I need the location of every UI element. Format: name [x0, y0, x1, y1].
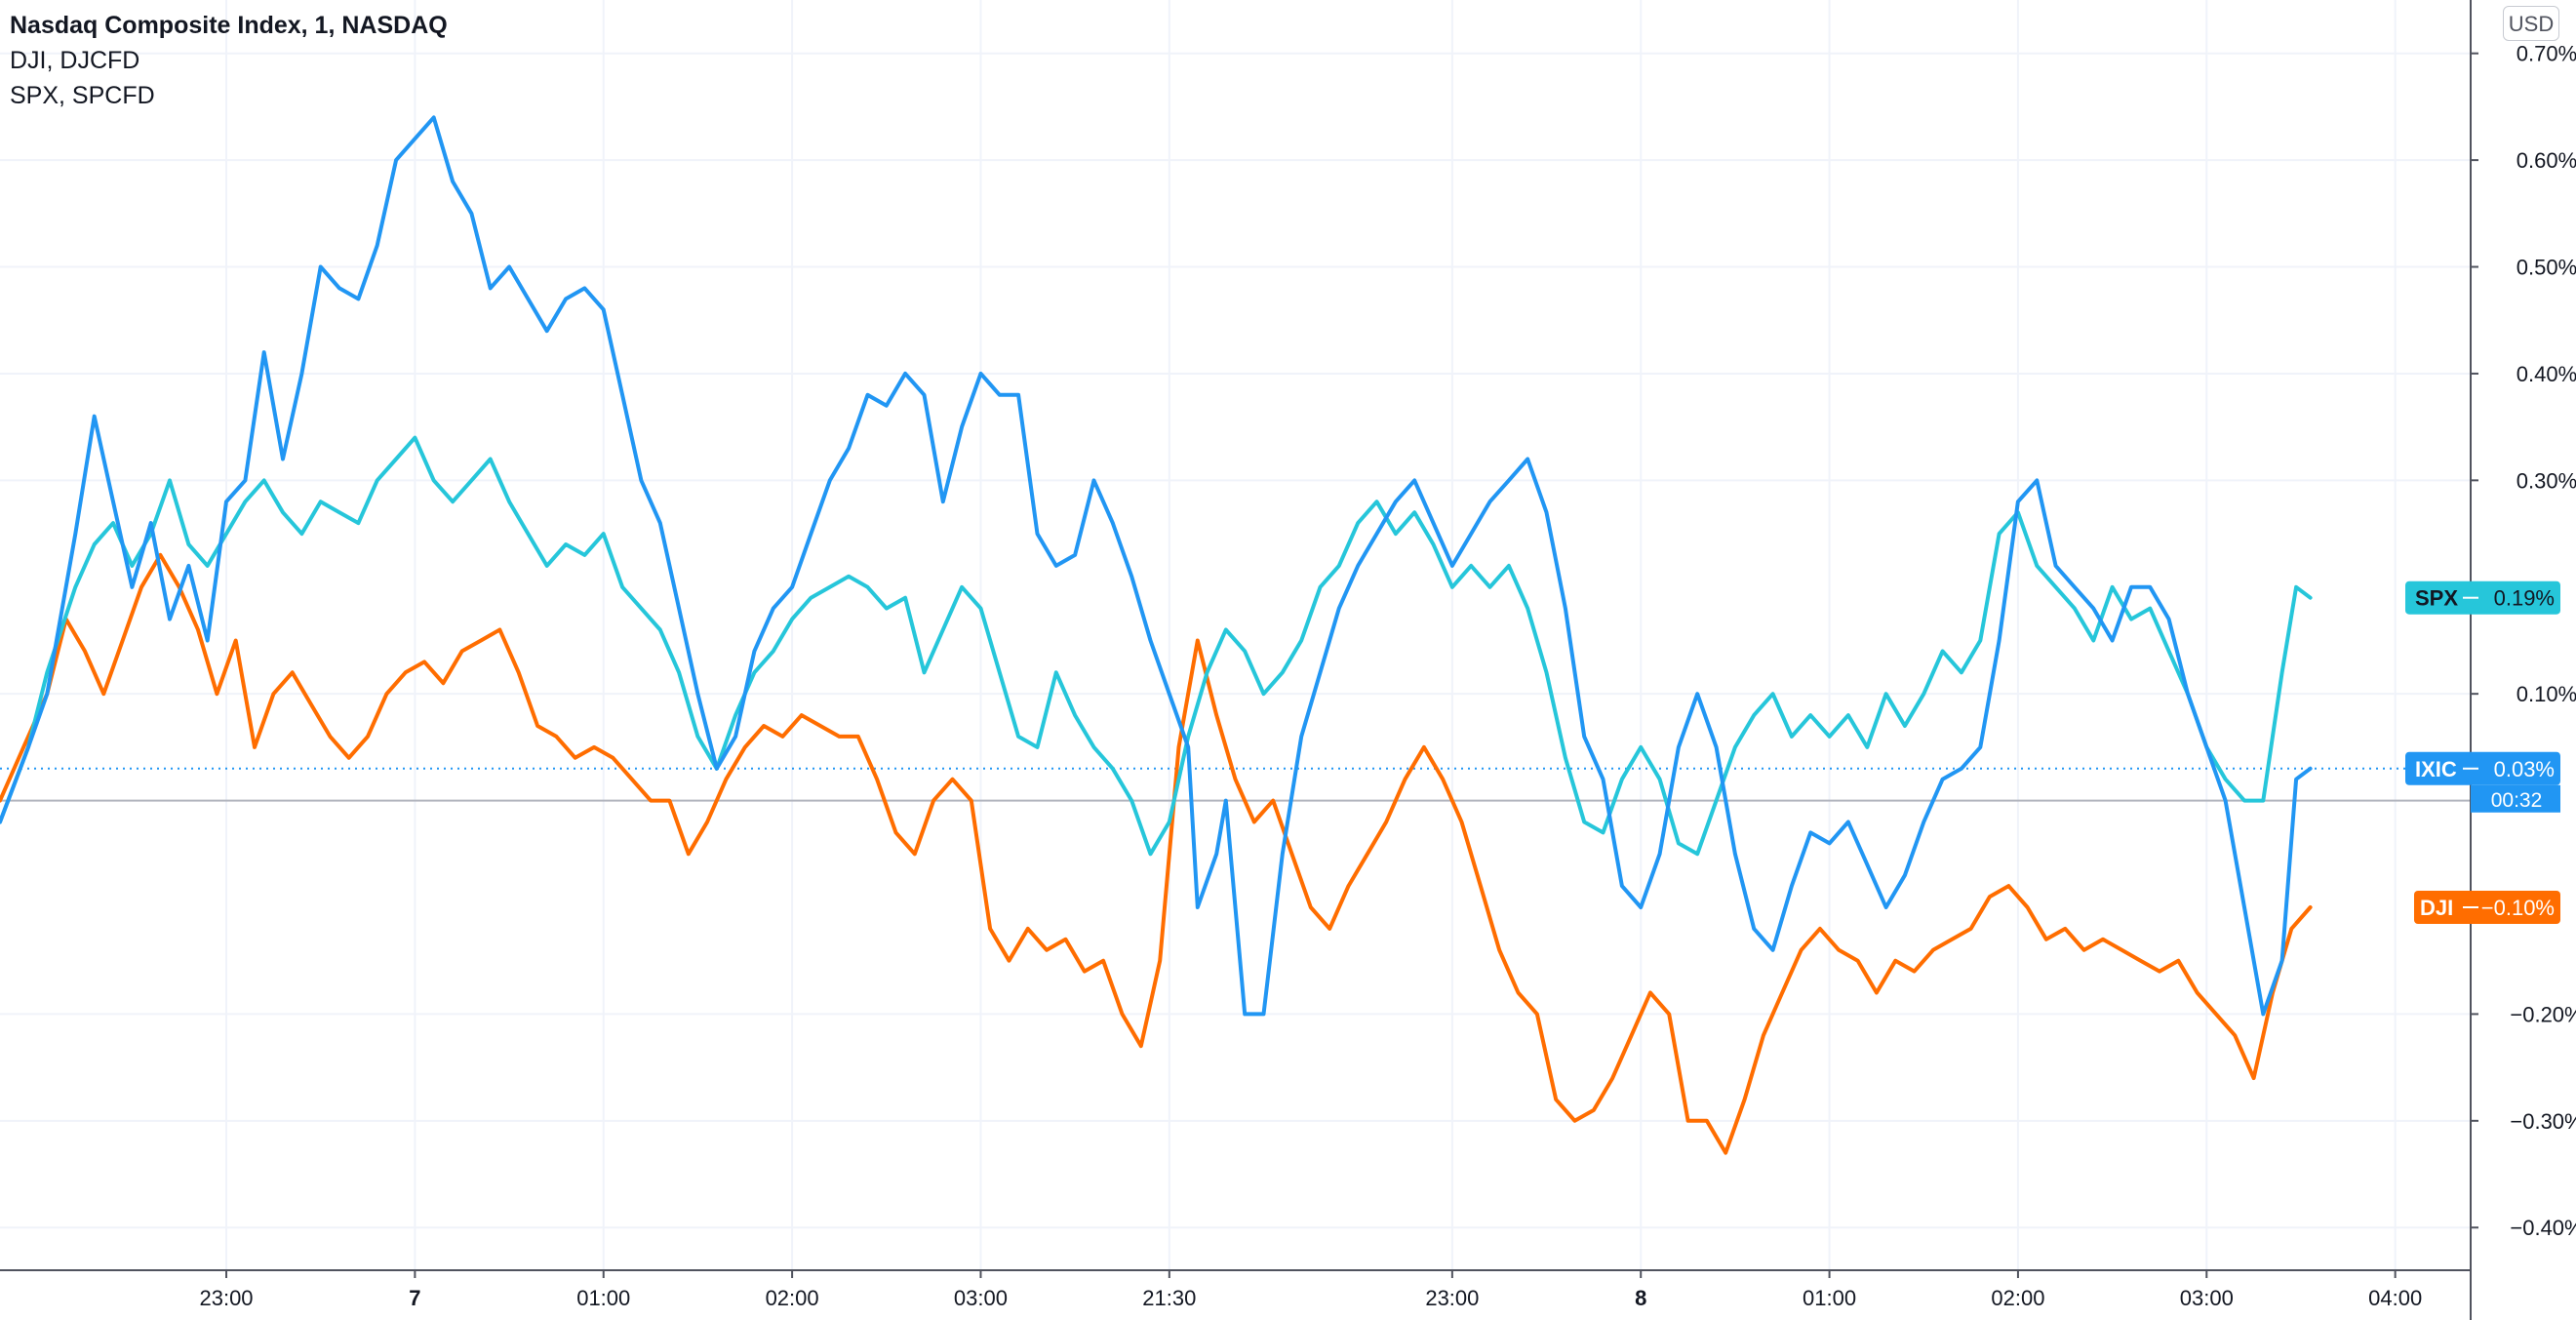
badge-symbol-spx: SPX — [2415, 586, 2458, 611]
y-tick-label: 0.70% — [2517, 42, 2576, 66]
x-tick-label: 01:00 — [576, 1286, 630, 1310]
badge-bg-ixic — [2405, 751, 2560, 785]
x-tick-label: 8 — [1635, 1286, 1646, 1310]
y-tick-label: −0.40% — [2510, 1216, 2576, 1240]
legend-compare-spx[interactable]: SPX, SPCFD — [10, 82, 155, 109]
legend-compare-dji[interactable]: DJI, DJCFD — [10, 47, 140, 74]
badge-countdown-bg — [2471, 784, 2560, 813]
x-tick-label: 7 — [409, 1286, 420, 1310]
chart-legend: Nasdaq Composite Index, 1, NASDAQ DJI, D… — [10, 8, 448, 113]
currency-button[interactable]: USD — [2503, 6, 2559, 41]
series-line-ixic — [0, 115, 2313, 1017]
x-tick-label: 01:00 — [1803, 1286, 1856, 1310]
badge-value-ixic: 0.03% — [2494, 757, 2555, 781]
y-tick-label: −0.30% — [2510, 1109, 2576, 1134]
y-tick-label: −0.20% — [2510, 1002, 2576, 1026]
badge-symbol-dji: DJI — [2420, 896, 2453, 920]
y-tick-label: 0.50% — [2517, 256, 2576, 280]
badge-value-dji: −0.10% — [2481, 896, 2555, 920]
badge-symbol-ixic: IXIC — [2415, 757, 2457, 781]
badge-value-spx: 0.19% — [2494, 586, 2555, 611]
x-tick-label: 02:00 — [1991, 1286, 2044, 1310]
x-tick-label: 03:00 — [2180, 1286, 2234, 1310]
y-tick-label: 0.40% — [2517, 362, 2576, 386]
badge-bg-dji — [2414, 891, 2560, 924]
badge-countdown: 00:32 — [2491, 789, 2543, 812]
series-line-spx — [0, 435, 2313, 857]
x-tick-label: 23:00 — [199, 1286, 253, 1310]
x-tick-label: 02:00 — [766, 1286, 819, 1310]
x-tick-label: 21:30 — [1142, 1286, 1196, 1310]
legend-main-symbol[interactable]: Nasdaq Composite Index, 1, NASDAQ — [10, 12, 448, 39]
series-line-dji — [0, 552, 2313, 1155]
x-tick-label: 04:00 — [2368, 1286, 2422, 1310]
y-tick-label: 0.10% — [2517, 682, 2576, 706]
x-tick-label: 03:00 — [954, 1286, 1008, 1310]
y-tick-label: 0.30% — [2517, 468, 2576, 493]
x-tick-label: 23:00 — [1425, 1286, 1479, 1310]
badge-bg-spx — [2405, 580, 2560, 615]
y-tick-label: 0.60% — [2517, 148, 2576, 173]
